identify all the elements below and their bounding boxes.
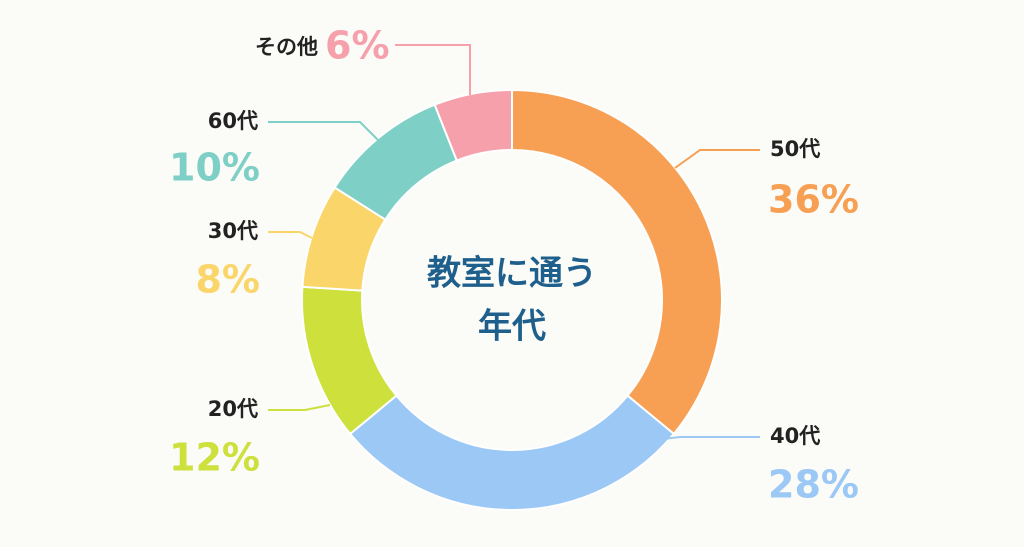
value-label: 12% bbox=[169, 436, 260, 480]
donut-segment bbox=[433, 88, 513, 162]
leader-line bbox=[268, 404, 331, 411]
category-label: 40代 bbox=[770, 424, 820, 448]
value-label: 28% bbox=[768, 463, 859, 507]
donut-segment bbox=[511, 88, 723, 436]
leader-line bbox=[268, 231, 313, 239]
leader-line bbox=[674, 149, 760, 169]
chart-title: 年代 bbox=[478, 307, 546, 347]
leader-line bbox=[654, 436, 760, 441]
category-label: 30代 bbox=[208, 219, 258, 243]
value-label: 6% bbox=[325, 24, 390, 68]
category-label: 50代 bbox=[770, 137, 820, 161]
value-label: 8% bbox=[195, 258, 260, 302]
value-label: 10% bbox=[169, 146, 260, 190]
value-label: 36% bbox=[768, 178, 859, 222]
leader-line bbox=[395, 44, 471, 95]
chart-title: 教室に通う bbox=[427, 254, 597, 294]
category-label: その他 bbox=[255, 35, 318, 59]
donut-segment bbox=[348, 394, 676, 511]
category-label: 60代 bbox=[208, 109, 258, 133]
leader-line bbox=[268, 121, 379, 141]
category-label: 20代 bbox=[208, 397, 258, 421]
